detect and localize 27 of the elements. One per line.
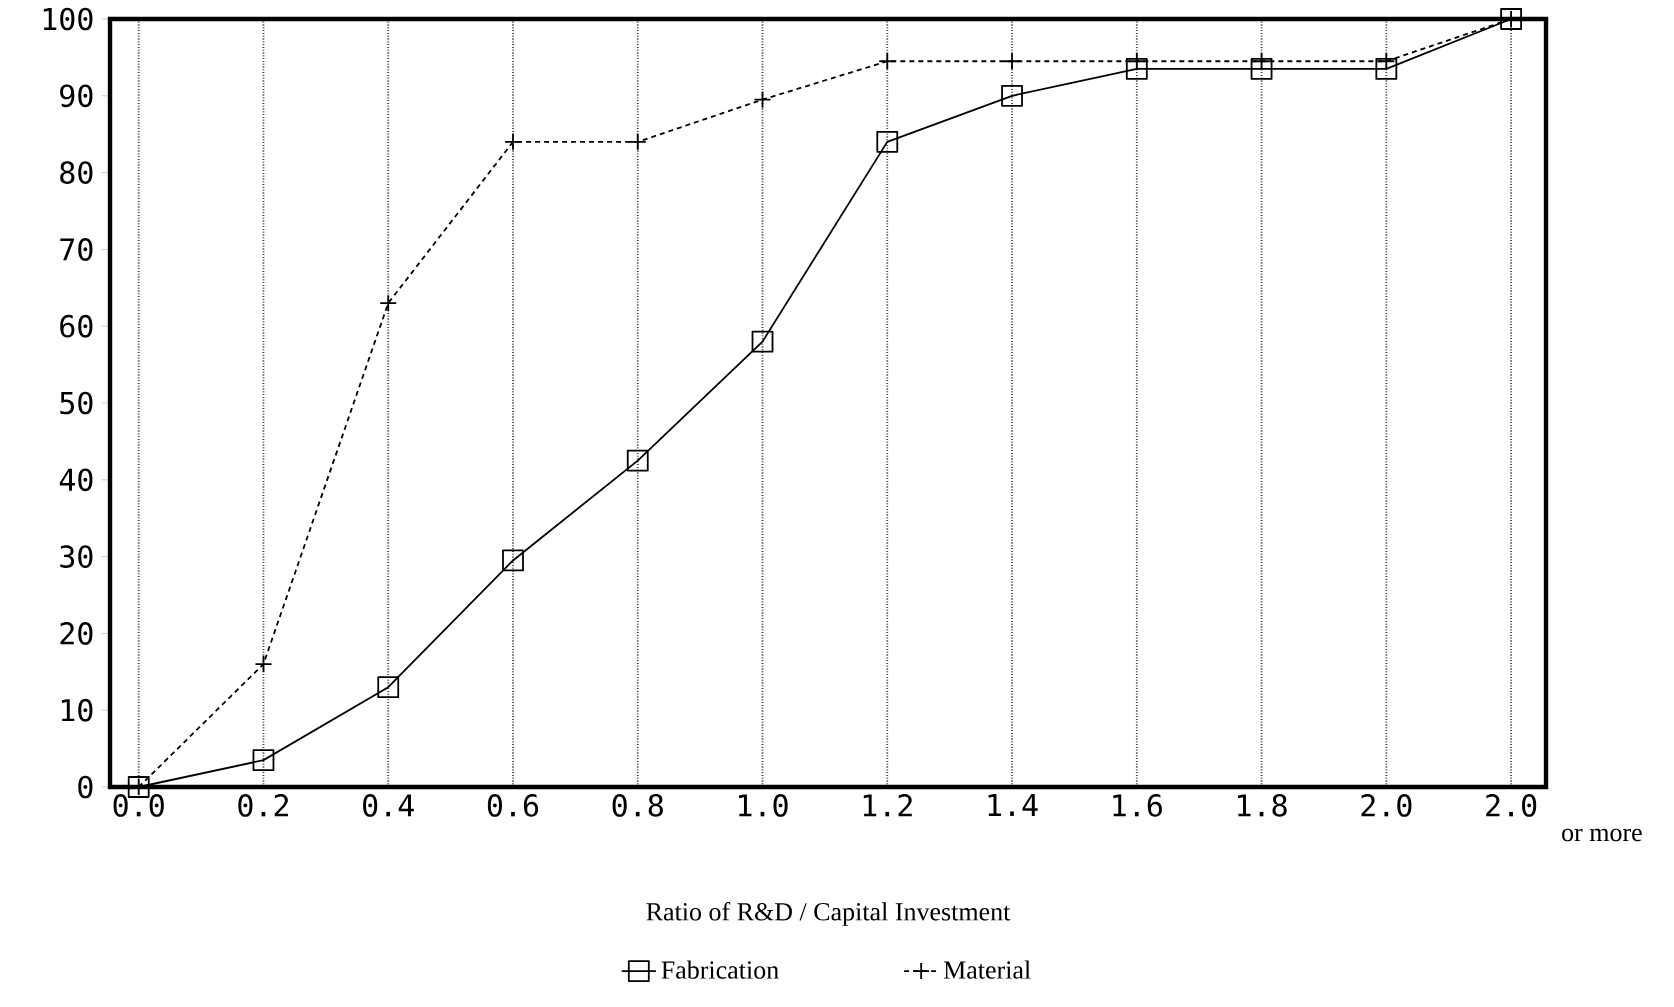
x-tick-label: 2.0 [1361,794,1412,817]
x-tick-label: 1.2 [863,794,912,817]
y-tick-label: 0 [78,775,93,799]
x-tick-label: 0.0 [113,794,164,817]
x-tick-label: 1.4 [988,794,1038,816]
x-tick-label: 0.8 [612,794,663,817]
text: or more [1562,828,1642,842]
y-tick-label: 20 [60,622,93,645]
y-tick-label: 90 [60,84,93,108]
y-tick-label: 100 [43,7,93,31]
y-tick-label: 10 [61,698,93,722]
y-tick-label: 50 [60,391,93,415]
y-tick-label: 30 [60,545,93,568]
y-tick-label: 40 [59,468,93,492]
x-tick-label: 0.4 [363,794,414,817]
y-tick-label: 80 [60,161,93,184]
y-tick-label: 70 [60,238,93,261]
x-tick-label: 0.6 [487,794,539,817]
x-tick-label: 2.0 [1486,794,1537,817]
x-tick-label: 1.0 [739,794,788,817]
y-tick-label: 60 [60,314,93,338]
x-axis-title: Ratio of R&D / Capital Investment [646,902,1011,926]
legend-label: Fabrication [661,960,779,979]
x-tick-label: 0.2 [238,794,288,817]
legend-label: Material [943,960,1031,979]
x-tick-label: 1.8 [1238,794,1287,817]
x-tick-label: 1.6 [1113,794,1162,817]
